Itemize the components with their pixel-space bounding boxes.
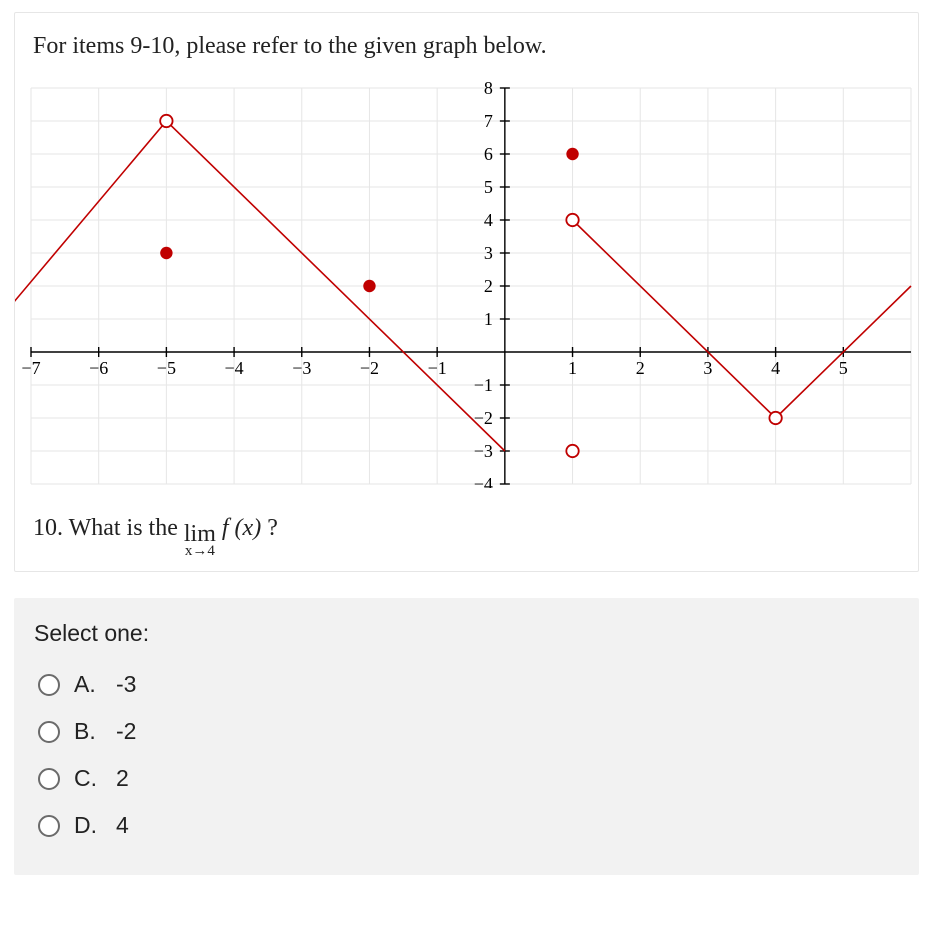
- svg-text:2: 2: [484, 276, 493, 296]
- question-text: 10. What is the lim x→4 f (x) ?: [33, 515, 900, 553]
- option-value: 4: [116, 812, 129, 839]
- answers-card: Select one: A. -3 B. -2 C. 2 D. 4: [14, 598, 919, 875]
- svg-text:−3: −3: [474, 441, 493, 461]
- svg-text:4: 4: [484, 210, 493, 230]
- option-value: -2: [116, 718, 136, 745]
- svg-text:−2: −2: [360, 358, 379, 378]
- instruction-text: For items 9-10, please refer to the give…: [33, 33, 900, 60]
- radio-icon[interactable]: [38, 768, 60, 790]
- graph-container: −7 −6 −5 −4 −3 −2 −1 1 2 3 4 5 −4 −3 −2 −1 1 2 3 4 5 6 7 8: [15, 78, 900, 493]
- svg-text:8: 8: [484, 78, 493, 98]
- svg-text:5: 5: [839, 358, 848, 378]
- svg-text:3: 3: [484, 243, 493, 263]
- svg-text:−1: −1: [428, 358, 447, 378]
- options-list: A. -3 B. -2 C. 2 D. 4: [34, 661, 899, 849]
- svg-text:−3: −3: [292, 358, 311, 378]
- svg-text:4: 4: [771, 358, 780, 378]
- option-letter: D.: [74, 812, 102, 839]
- svg-text:−4: −4: [224, 358, 243, 378]
- radio-icon[interactable]: [38, 815, 60, 837]
- option-a[interactable]: A. -3: [34, 661, 899, 708]
- svg-text:−4: −4: [474, 474, 493, 488]
- svg-text:−7: −7: [21, 358, 40, 378]
- svg-text:7: 7: [484, 111, 493, 131]
- radio-icon[interactable]: [38, 674, 60, 696]
- select-one-label: Select one:: [34, 620, 899, 647]
- radio-icon[interactable]: [38, 721, 60, 743]
- option-value: -3: [116, 671, 136, 698]
- option-value: 2: [116, 765, 129, 792]
- question-prefix: 10. What is the: [33, 515, 178, 542]
- svg-text:5: 5: [484, 177, 493, 197]
- svg-text:1: 1: [484, 309, 493, 329]
- fx-text: f (x): [222, 515, 261, 542]
- svg-text:−6: −6: [89, 358, 108, 378]
- option-b[interactable]: B. -2: [34, 708, 899, 755]
- svg-text:3: 3: [703, 358, 712, 378]
- question-suffix: ?: [267, 515, 278, 542]
- svg-text:−2: −2: [474, 408, 493, 428]
- function-graph: −7 −6 −5 −4 −3 −2 −1 1 2 3 4 5 −4 −3 −2 −1 1 2 3 4 5 6 7 8: [15, 78, 915, 488]
- option-c[interactable]: C. 2: [34, 755, 899, 802]
- svg-text:−5: −5: [157, 358, 176, 378]
- limit-notation: lim x→4: [184, 522, 216, 559]
- option-letter: A.: [74, 671, 102, 698]
- svg-text:2: 2: [636, 358, 645, 378]
- option-letter: B.: [74, 718, 102, 745]
- option-letter: C.: [74, 765, 102, 792]
- svg-text:1: 1: [568, 358, 577, 378]
- svg-text:6: 6: [484, 144, 493, 164]
- question-card: For items 9-10, please refer to the give…: [14, 12, 919, 572]
- option-d[interactable]: D. 4: [34, 802, 899, 849]
- lim-subscript: x→4: [185, 544, 215, 559]
- svg-text:−1: −1: [474, 375, 493, 395]
